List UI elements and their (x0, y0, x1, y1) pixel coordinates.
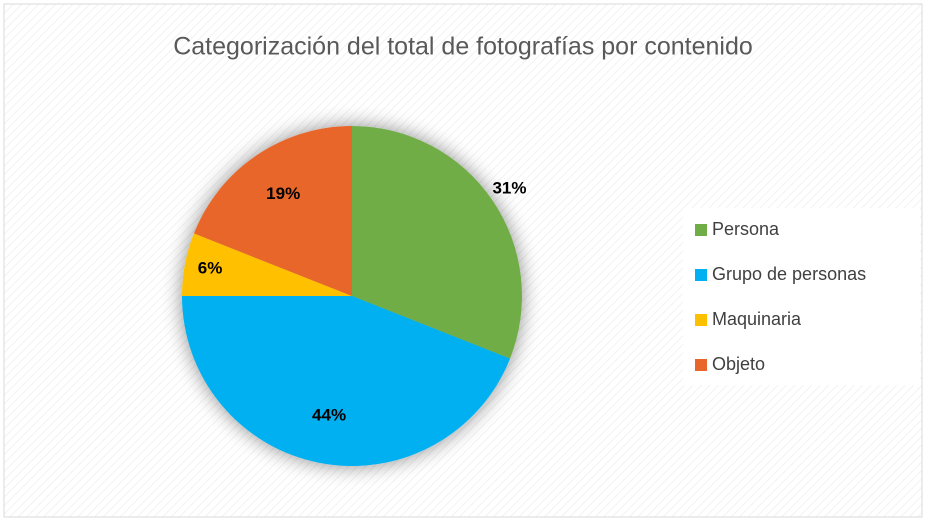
legend-swatch (695, 269, 707, 281)
data-label: 31% (492, 178, 526, 197)
data-label: 6% (198, 258, 223, 277)
pie-slice (182, 233, 352, 296)
pie-slice (193, 126, 352, 296)
data-label: 44% (312, 406, 346, 425)
legend-swatch (695, 224, 707, 236)
chart-title: Categorización del total de fotografías … (173, 33, 753, 61)
pie-slice (352, 126, 522, 359)
pie (182, 126, 522, 467)
pie-slice (182, 296, 511, 467)
legend-swatch (695, 314, 707, 326)
legend-swatch (695, 359, 707, 371)
legend-label: Persona (712, 219, 780, 239)
legend-label: Grupo de personas (712, 264, 866, 284)
legend-label: Objeto (712, 354, 765, 374)
legend-label: Maquinaria (712, 309, 802, 329)
data-label: 19% (266, 184, 300, 203)
legend (683, 208, 920, 385)
